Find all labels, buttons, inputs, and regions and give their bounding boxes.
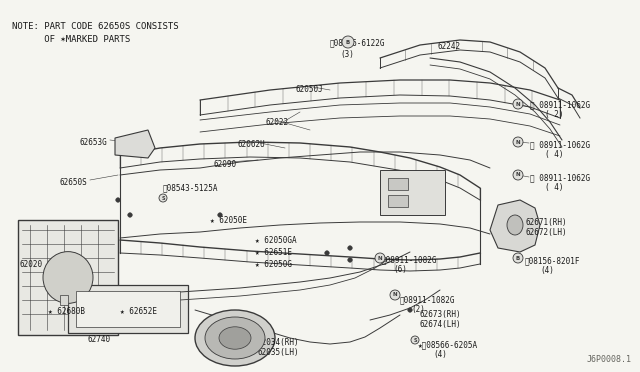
Ellipse shape bbox=[513, 99, 523, 109]
Ellipse shape bbox=[195, 310, 275, 366]
Text: 62022: 62022 bbox=[265, 118, 288, 127]
Text: Ⓝ 08911-1062G: Ⓝ 08911-1062G bbox=[530, 173, 590, 182]
Text: N: N bbox=[378, 256, 382, 260]
Text: ( 4): ( 4) bbox=[545, 183, 563, 192]
Ellipse shape bbox=[116, 198, 120, 202]
Text: 62242: 62242 bbox=[437, 42, 460, 51]
Text: (4): (4) bbox=[433, 350, 447, 359]
Text: 62653G: 62653G bbox=[80, 138, 108, 147]
Text: 62674(LH): 62674(LH) bbox=[420, 320, 461, 329]
Text: ( 4): ( 4) bbox=[545, 150, 563, 159]
Text: (3): (3) bbox=[340, 50, 354, 59]
Ellipse shape bbox=[411, 336, 419, 344]
Bar bbox=[68, 285, 188, 333]
Text: B: B bbox=[346, 39, 350, 45]
Text: 62672(LH): 62672(LH) bbox=[525, 228, 566, 237]
Ellipse shape bbox=[507, 215, 523, 235]
Text: N: N bbox=[393, 292, 397, 298]
Text: Ⓝ08543-5125A: Ⓝ08543-5125A bbox=[163, 183, 218, 192]
Text: (2): (2) bbox=[411, 305, 425, 314]
Ellipse shape bbox=[513, 137, 523, 147]
Text: ★Ⓝ08566-6205A: ★Ⓝ08566-6205A bbox=[418, 340, 478, 349]
Bar bbox=[60, 295, 68, 305]
Ellipse shape bbox=[342, 36, 354, 48]
Text: ★ 62680B: ★ 62680B bbox=[48, 307, 85, 316]
Text: 62090: 62090 bbox=[214, 160, 237, 169]
Text: (6): (6) bbox=[393, 265, 407, 274]
Polygon shape bbox=[490, 200, 540, 252]
Ellipse shape bbox=[159, 194, 167, 202]
Ellipse shape bbox=[218, 213, 222, 217]
Bar bbox=[76, 291, 180, 327]
Ellipse shape bbox=[128, 213, 132, 217]
Text: 62050J: 62050J bbox=[295, 85, 323, 94]
Text: 62740: 62740 bbox=[88, 335, 111, 344]
Text: ★ 62652E: ★ 62652E bbox=[120, 307, 157, 316]
Ellipse shape bbox=[513, 253, 523, 263]
Text: N: N bbox=[516, 140, 520, 144]
Text: ★ 62050GA: ★ 62050GA bbox=[255, 236, 296, 245]
Text: S: S bbox=[161, 196, 164, 201]
Bar bbox=[388, 178, 408, 190]
Text: ⓔ08911-1082G: ⓔ08911-1082G bbox=[382, 255, 438, 264]
Ellipse shape bbox=[408, 308, 412, 312]
Bar bbox=[388, 195, 408, 207]
Text: Ⓝ 08911-1062G: Ⓝ 08911-1062G bbox=[530, 100, 590, 109]
Text: ( 2): ( 2) bbox=[545, 110, 563, 119]
Text: Ⓝ 08911-1062G: Ⓝ 08911-1062G bbox=[530, 140, 590, 149]
Ellipse shape bbox=[219, 327, 251, 349]
Text: S: S bbox=[413, 337, 417, 343]
Text: Ⓒ08156-8201F: Ⓒ08156-8201F bbox=[525, 256, 580, 265]
Text: N: N bbox=[516, 102, 520, 106]
Ellipse shape bbox=[43, 251, 93, 304]
Text: 62034(RH): 62034(RH) bbox=[258, 338, 300, 347]
Text: 62671(RH): 62671(RH) bbox=[525, 218, 566, 227]
Bar bbox=[380, 170, 445, 215]
Text: 62062U: 62062U bbox=[238, 140, 266, 149]
Text: 62035(LH): 62035(LH) bbox=[258, 348, 300, 357]
Bar bbox=[18, 220, 118, 335]
Text: 62673(RH): 62673(RH) bbox=[420, 310, 461, 319]
Ellipse shape bbox=[348, 258, 352, 262]
Text: Ⓒ08146-6122G: Ⓒ08146-6122G bbox=[330, 38, 385, 47]
Text: ⓔ08911-1082G: ⓔ08911-1082G bbox=[400, 295, 456, 304]
Ellipse shape bbox=[375, 253, 385, 263]
Text: J6P0008.1: J6P0008.1 bbox=[587, 355, 632, 364]
Text: ★ 62050E: ★ 62050E bbox=[210, 216, 247, 225]
Ellipse shape bbox=[513, 170, 523, 180]
Text: (4): (4) bbox=[540, 266, 554, 275]
Text: ★ 62050G: ★ 62050G bbox=[255, 260, 292, 269]
Text: 62020: 62020 bbox=[20, 260, 43, 269]
Text: NOTE: PART CODE 62650S CONSISTS
      OF ✶MARKED PARTS: NOTE: PART CODE 62650S CONSISTS OF ✶MARK… bbox=[12, 22, 179, 44]
Text: N: N bbox=[516, 173, 520, 177]
Ellipse shape bbox=[324, 251, 329, 255]
Text: ★ 62651E: ★ 62651E bbox=[255, 248, 292, 257]
Ellipse shape bbox=[205, 317, 265, 359]
Text: 62650S: 62650S bbox=[60, 178, 88, 187]
Polygon shape bbox=[115, 130, 155, 158]
Ellipse shape bbox=[348, 246, 352, 250]
Ellipse shape bbox=[390, 290, 400, 300]
Text: B: B bbox=[516, 256, 520, 260]
